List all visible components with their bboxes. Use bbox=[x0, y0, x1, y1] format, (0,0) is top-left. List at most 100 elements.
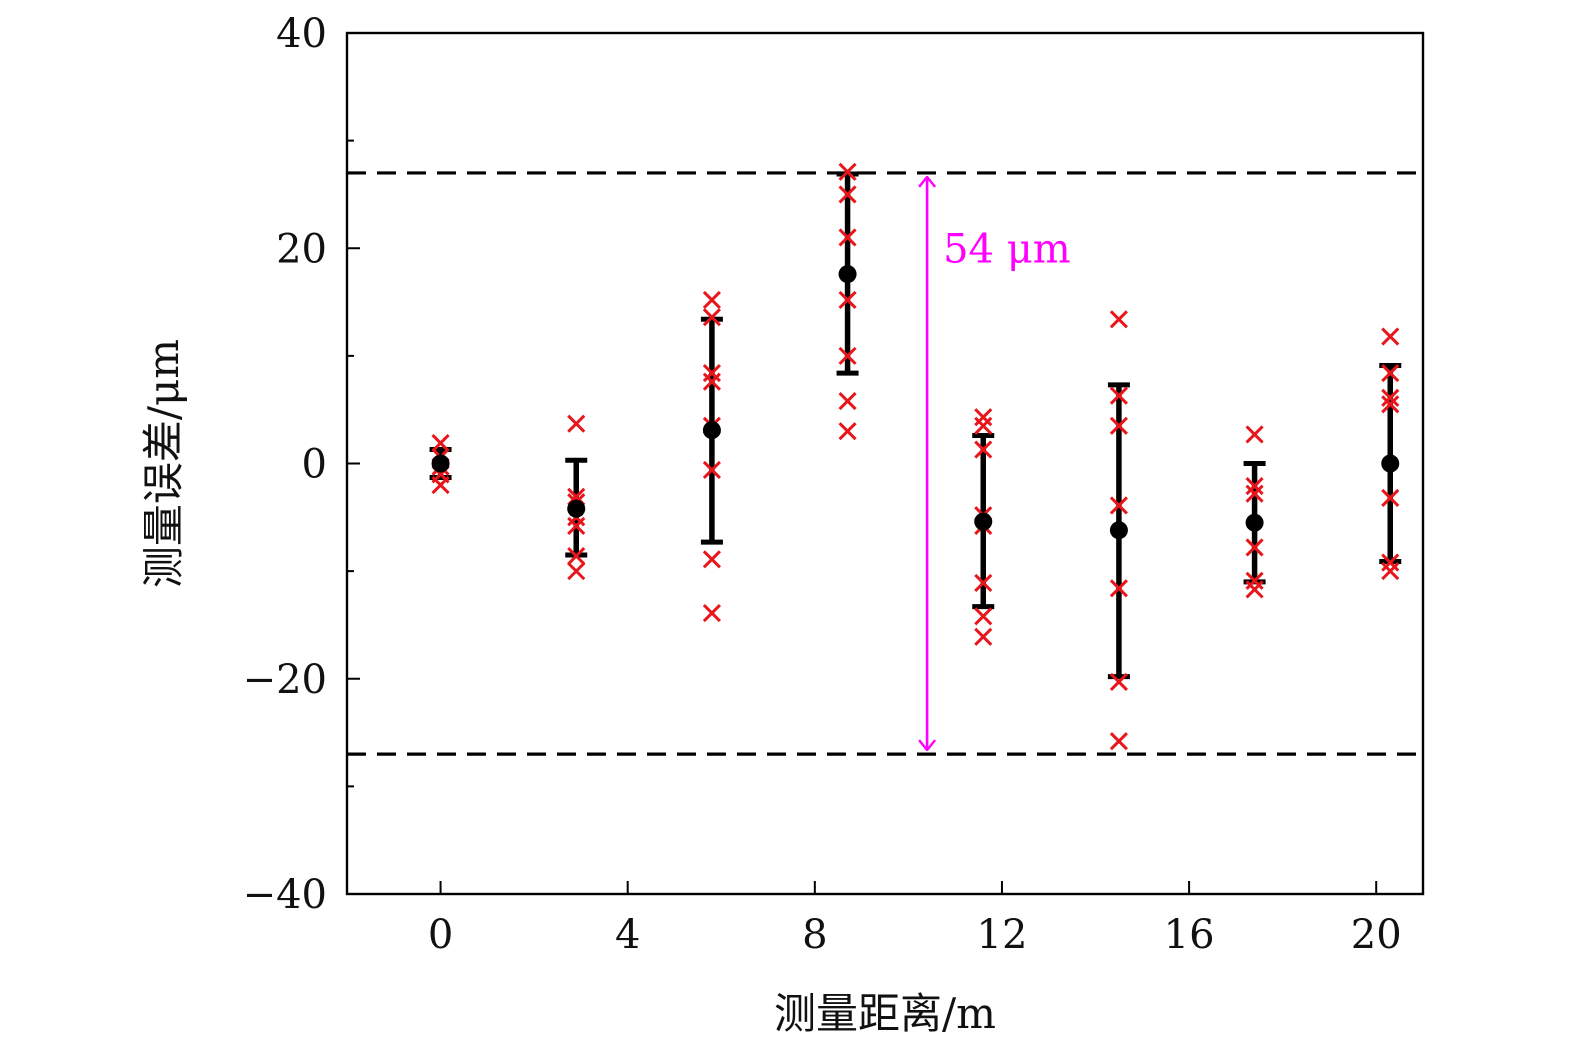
measurement-point bbox=[702, 550, 721, 569]
measurement-point bbox=[431, 433, 450, 453]
measurement-point bbox=[431, 475, 450, 495]
measurement-point bbox=[1245, 425, 1264, 444]
measurement-point-stroke bbox=[1109, 496, 1128, 515]
x-axis-title: 测量距离/m bbox=[774, 989, 996, 1038]
measurement-point bbox=[1381, 327, 1400, 346]
measurement-point-stroke bbox=[1381, 388, 1400, 407]
measurement-point bbox=[838, 290, 857, 309]
measurement-point-stroke bbox=[702, 308, 721, 327]
y-tick-label: −40 bbox=[243, 872, 327, 918]
measurement-point-stroke bbox=[974, 416, 993, 435]
y-tick-label: 20 bbox=[276, 226, 327, 272]
measurement-point-stroke bbox=[1109, 416, 1128, 435]
x-tick-label: 16 bbox=[1164, 912, 1215, 958]
measurement-point bbox=[838, 392, 857, 411]
y-tick-label: −20 bbox=[243, 657, 327, 703]
measurement-point-stroke bbox=[702, 460, 721, 480]
measurement-point bbox=[838, 185, 857, 204]
measurement-point bbox=[974, 607, 993, 626]
measurement-point bbox=[1381, 395, 1400, 414]
measurement-point-stroke bbox=[1109, 732, 1128, 751]
mean-point bbox=[1381, 454, 1400, 473]
measurement-point-stroke bbox=[838, 392, 857, 411]
measurement-point bbox=[702, 372, 721, 391]
measurement-point bbox=[974, 408, 993, 427]
measurement-point bbox=[1381, 364, 1400, 383]
measurement-point bbox=[1245, 538, 1264, 557]
measurement-point bbox=[1245, 484, 1264, 503]
measurement-point-stroke bbox=[1109, 579, 1128, 598]
measurement-point-stroke bbox=[1245, 477, 1264, 496]
measurement-point-stroke bbox=[702, 372, 721, 391]
measurement-point-stroke bbox=[838, 162, 857, 181]
x-tick-label: 8 bbox=[802, 912, 827, 958]
measurement-point-stroke bbox=[1245, 580, 1264, 599]
measurement-point bbox=[974, 440, 993, 459]
y-tick-labels: −40 −20 0 20 40 bbox=[243, 11, 327, 918]
mean-point bbox=[838, 265, 857, 284]
mean-point bbox=[1245, 513, 1264, 532]
mean-point bbox=[702, 421, 721, 440]
measurement-point-stroke bbox=[1109, 672, 1128, 692]
measurement-point bbox=[974, 627, 993, 646]
measurement-point-stroke bbox=[974, 627, 993, 646]
measurement-point-stroke bbox=[838, 228, 857, 247]
annotation-label: 54 μm bbox=[943, 226, 1071, 272]
annotation: 54 μm bbox=[927, 177, 1071, 750]
measurement-point-stroke bbox=[838, 185, 857, 204]
measurement-point-stroke bbox=[431, 433, 450, 453]
measurement-point-stroke bbox=[1381, 562, 1400, 581]
measurement-point bbox=[1381, 388, 1400, 407]
measurement-point bbox=[1245, 477, 1264, 496]
measurement-point-stroke bbox=[974, 573, 993, 593]
measurement-point-stroke bbox=[974, 440, 993, 459]
measurement-point-stroke bbox=[974, 607, 993, 626]
mean-series bbox=[431, 265, 1400, 540]
measurement-point-stroke bbox=[1109, 310, 1128, 329]
measurement-point-stroke bbox=[838, 290, 857, 309]
measurement-point bbox=[1109, 310, 1128, 329]
measurement-point bbox=[567, 546, 586, 566]
x-tick-labels: 0 4 8 12 16 20 bbox=[428, 912, 1402, 958]
measurement-point-stroke bbox=[838, 422, 857, 441]
measurement-point bbox=[838, 162, 857, 181]
measurement-point bbox=[1109, 732, 1128, 751]
measurement-point-stroke bbox=[567, 516, 586, 535]
x-tick-label: 4 bbox=[615, 912, 640, 958]
measurement-point-stroke bbox=[567, 414, 586, 433]
measurement-point bbox=[974, 416, 993, 435]
measurement-point-stroke bbox=[838, 346, 857, 365]
y-tick-label: 0 bbox=[302, 442, 327, 488]
mean-point bbox=[1109, 521, 1128, 540]
measurement-point bbox=[702, 290, 721, 309]
x-tick-label: 12 bbox=[977, 912, 1028, 958]
measurement-point bbox=[702, 308, 721, 327]
measurement-point bbox=[1109, 579, 1128, 598]
mean-point bbox=[431, 454, 450, 473]
measurement-point-stroke bbox=[1245, 425, 1264, 444]
mean-point bbox=[974, 512, 993, 531]
measurement-point bbox=[1109, 386, 1128, 405]
measurement-point bbox=[974, 573, 993, 593]
measurement-point-stroke bbox=[702, 550, 721, 569]
y-axis-title: 测量误差/μm bbox=[139, 339, 188, 588]
measurement-point bbox=[702, 604, 721, 623]
measurement-point bbox=[1245, 580, 1264, 599]
measurement-point bbox=[1381, 562, 1400, 581]
x-tick-label: 20 bbox=[1351, 912, 1402, 958]
measurement-point bbox=[838, 422, 857, 441]
measurement-point-stroke bbox=[1109, 386, 1128, 405]
measurement-series bbox=[431, 162, 1400, 751]
measurement-point bbox=[1109, 672, 1128, 692]
measurement-point bbox=[1109, 416, 1128, 435]
measurement-point-stroke bbox=[567, 546, 586, 566]
measurement-point-stroke bbox=[702, 290, 721, 309]
measurement-point bbox=[567, 516, 586, 535]
measurement-point-stroke bbox=[567, 562, 586, 581]
mean-point bbox=[567, 499, 586, 518]
measurement-point-stroke bbox=[1381, 364, 1400, 383]
measurement-point-stroke bbox=[1245, 538, 1264, 557]
measurement-point-stroke bbox=[1381, 488, 1400, 508]
x-tick-label: 0 bbox=[428, 912, 453, 958]
